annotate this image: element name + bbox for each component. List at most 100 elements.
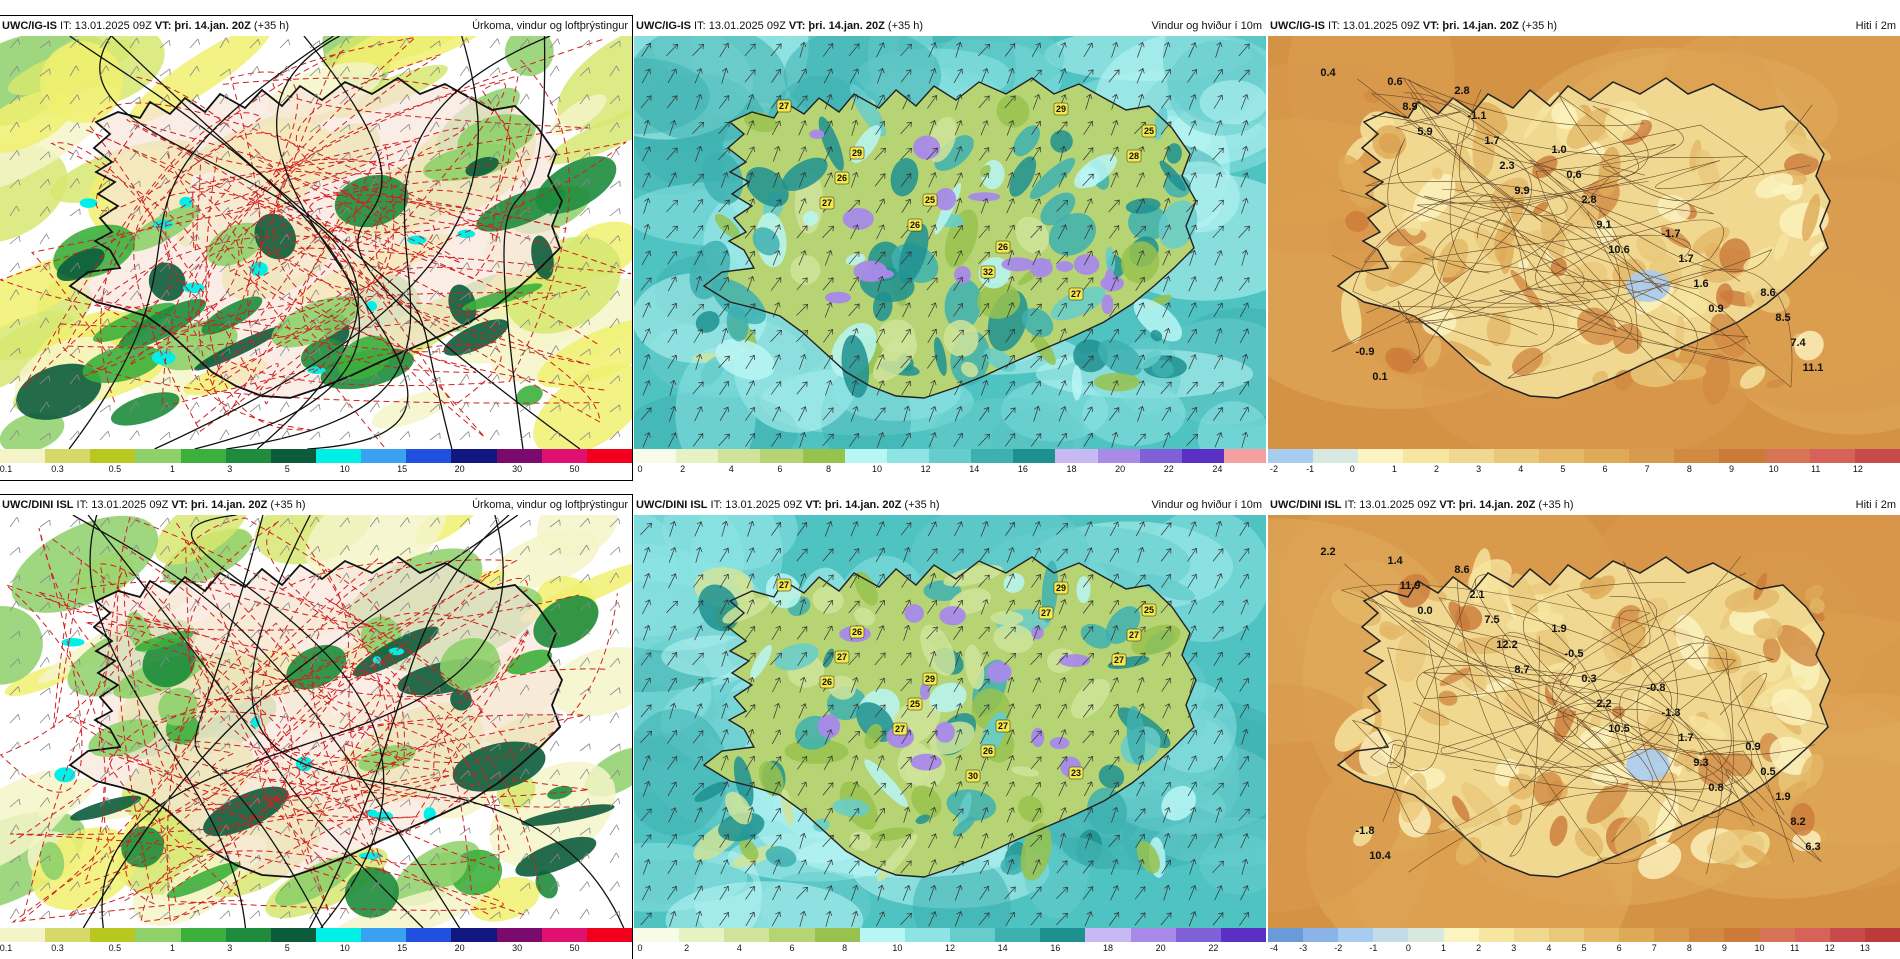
gust-value: 25 (1144, 605, 1154, 615)
colorbar-swatch (1854, 449, 1900, 463)
gust-value: 29 (1056, 583, 1066, 593)
colorbar-swatch (1268, 928, 1304, 942)
precip-colorbar (0, 928, 632, 942)
colorbar-tick: 18 (1102, 943, 1114, 953)
colorbar-tick: 10 (872, 464, 883, 474)
colorbar-tick: 0 (637, 943, 643, 953)
colorbar-tick: 6 (1602, 464, 1608, 474)
colorbar-tick: 50 (569, 464, 580, 474)
temp-value: 1.4 (1387, 555, 1403, 567)
colorbar-swatch (451, 449, 497, 463)
temp-value: 8.6 (1760, 287, 1775, 299)
colorbar-tick: 11 (1811, 464, 1821, 474)
colorbar-swatch (844, 449, 887, 463)
precip-map[interactable] (0, 515, 632, 928)
valid-time-label: VT: (1439, 499, 1459, 511)
colorbar-swatch (45, 449, 91, 463)
colorbar-swatch (1629, 449, 1675, 463)
colorbar-tick: 16 (1017, 464, 1028, 474)
temp-value: 9.3 (1693, 757, 1708, 769)
model-name: UWC/DINI ISL (1270, 499, 1342, 511)
gust-value: 28 (1129, 151, 1139, 161)
gust-label: 26 (995, 240, 1011, 254)
temp-value: 2.1 (1469, 589, 1484, 601)
temp-value: 12.2 (1496, 639, 1517, 651)
colorbar-swatch (1759, 928, 1795, 942)
colorbar-swatch (859, 928, 905, 942)
colorbar-swatch (1719, 449, 1765, 463)
temp-value: 8.7 (1514, 664, 1529, 676)
colorbar-tick: 1 (169, 943, 175, 953)
wind-colorbar (634, 928, 1266, 942)
colorbar-tick: 5 (284, 943, 290, 953)
gust-label: 30 (965, 769, 981, 783)
init-time: IT: 13.01.2025 09Z (1341, 499, 1440, 511)
colorbar-swatch (724, 928, 770, 942)
colorbar-swatch (814, 928, 860, 942)
panel-header: UWC/DINI ISL IT: 13.01.2025 09Z VT: þri.… (634, 495, 1266, 515)
colorbar-swatch (1085, 928, 1131, 942)
colorbar-swatch (1181, 449, 1224, 463)
colorbar-swatch (315, 449, 362, 463)
colorbar-swatch (718, 449, 761, 463)
lead-time: (+35 h) (1518, 20, 1558, 32)
temp-panel-ig-is: UWC/IG-IS IT: 13.01.2025 09Z VT: þri. 14… (1268, 16, 1900, 480)
temp-colorbar-ticks: -4 -3 -2 -1 0 1 2 3 4 5 6 7 8 9 10 11 12 13 (1268, 942, 1900, 956)
colorbar-swatch (406, 449, 452, 463)
colorbar-swatch (451, 928, 497, 942)
gust-label: 29 (1053, 102, 1069, 116)
colorbar-swatch (270, 449, 316, 463)
colorbar-swatch (1223, 449, 1267, 463)
colorbar-tick: 15 (397, 464, 408, 474)
colorbar-tick: 16 (1050, 943, 1061, 953)
gust-label: 23 (1068, 766, 1084, 780)
colorbar-tick: 4 (736, 943, 742, 953)
temp-value: 8.6 (1454, 564, 1469, 576)
gust-label: 29 (922, 672, 938, 686)
colorbar-swatch (90, 449, 136, 463)
model-name: UWC/IG-IS (2, 20, 57, 32)
gust-label: 27 (776, 99, 792, 113)
wind-map[interactable]: 27 26 29 27 23 25 27 25 26 29 27 26 27 30 27 27 (634, 515, 1266, 928)
colorbar-tick: 2 (680, 464, 686, 474)
gust-value: 26 (998, 242, 1008, 252)
temp-value: 8.2 (1790, 816, 1805, 828)
colorbar-tick: 22 (1208, 943, 1219, 953)
colorbar-tick: 0 (637, 464, 643, 474)
temp-map[interactable]: 0.4 5.9 9.9 10.6 0.9 11.1 8.9 2.3 9.1 1.6 7.4 0.6 1.… (1268, 36, 1900, 449)
colorbar-swatch (1478, 928, 1514, 942)
gust-value: 23 (1071, 768, 1081, 778)
precip-map[interactable] (0, 36, 632, 449)
model-name: UWC/DINI ISL (636, 499, 708, 511)
colorbar-swatch (1358, 449, 1404, 463)
temp-value: 10.5 (1608, 723, 1629, 735)
colorbar-tick: 0.3 (51, 464, 64, 474)
colorbar-swatch (1055, 449, 1098, 463)
colorbar-swatch (949, 928, 996, 942)
colorbar-tick: 0 (1349, 464, 1355, 474)
colorbar-swatch (1408, 928, 1444, 942)
colorbar-tick: 22 (1163, 464, 1174, 474)
wind-colorbar-ticks: 0 2 4 6 8 10 12 14 16 18 20 22 (634, 942, 1266, 956)
temp-value: -1.8 (1356, 825, 1375, 837)
colorbar-tick: 13 (1859, 943, 1870, 953)
colorbar-tick: -3 (1299, 943, 1308, 953)
colorbar-tick: 12 (1824, 943, 1835, 953)
colorbar-tick: 0.3 (51, 943, 64, 953)
colorbar-swatch (1583, 449, 1630, 463)
colorbar-swatch (634, 449, 677, 463)
wind-map[interactable]: 27 29 25 26 27 25 26 26 32 29 28 27 (634, 36, 1266, 449)
valid-time-label: VT: (805, 499, 825, 511)
colorbar-swatch (541, 449, 587, 463)
colorbar-tick: 6 (789, 943, 795, 953)
colorbar-swatch (1139, 449, 1182, 463)
colorbar-tick: 24 (1212, 464, 1223, 474)
colorbar-tick: 11 (1789, 943, 1800, 953)
precip-colorbar-ticks: 0.1 0.3 0.5 1 3 5 10 15 20 30 50 (0, 942, 632, 956)
colorbar-swatch (45, 928, 91, 942)
colorbar-tick: 15 (397, 943, 408, 953)
valid-time: þri. 14.jan. 20Z (1442, 20, 1519, 32)
gust-value: 27 (1129, 630, 1139, 640)
temp-map[interactable]: 2.2 0.0 8.7 10.5 0.8 6.3 11.9 12.2 2.2 9.3 8.2 1.4 7… (1268, 515, 1900, 928)
colorbar-swatch (679, 928, 725, 942)
